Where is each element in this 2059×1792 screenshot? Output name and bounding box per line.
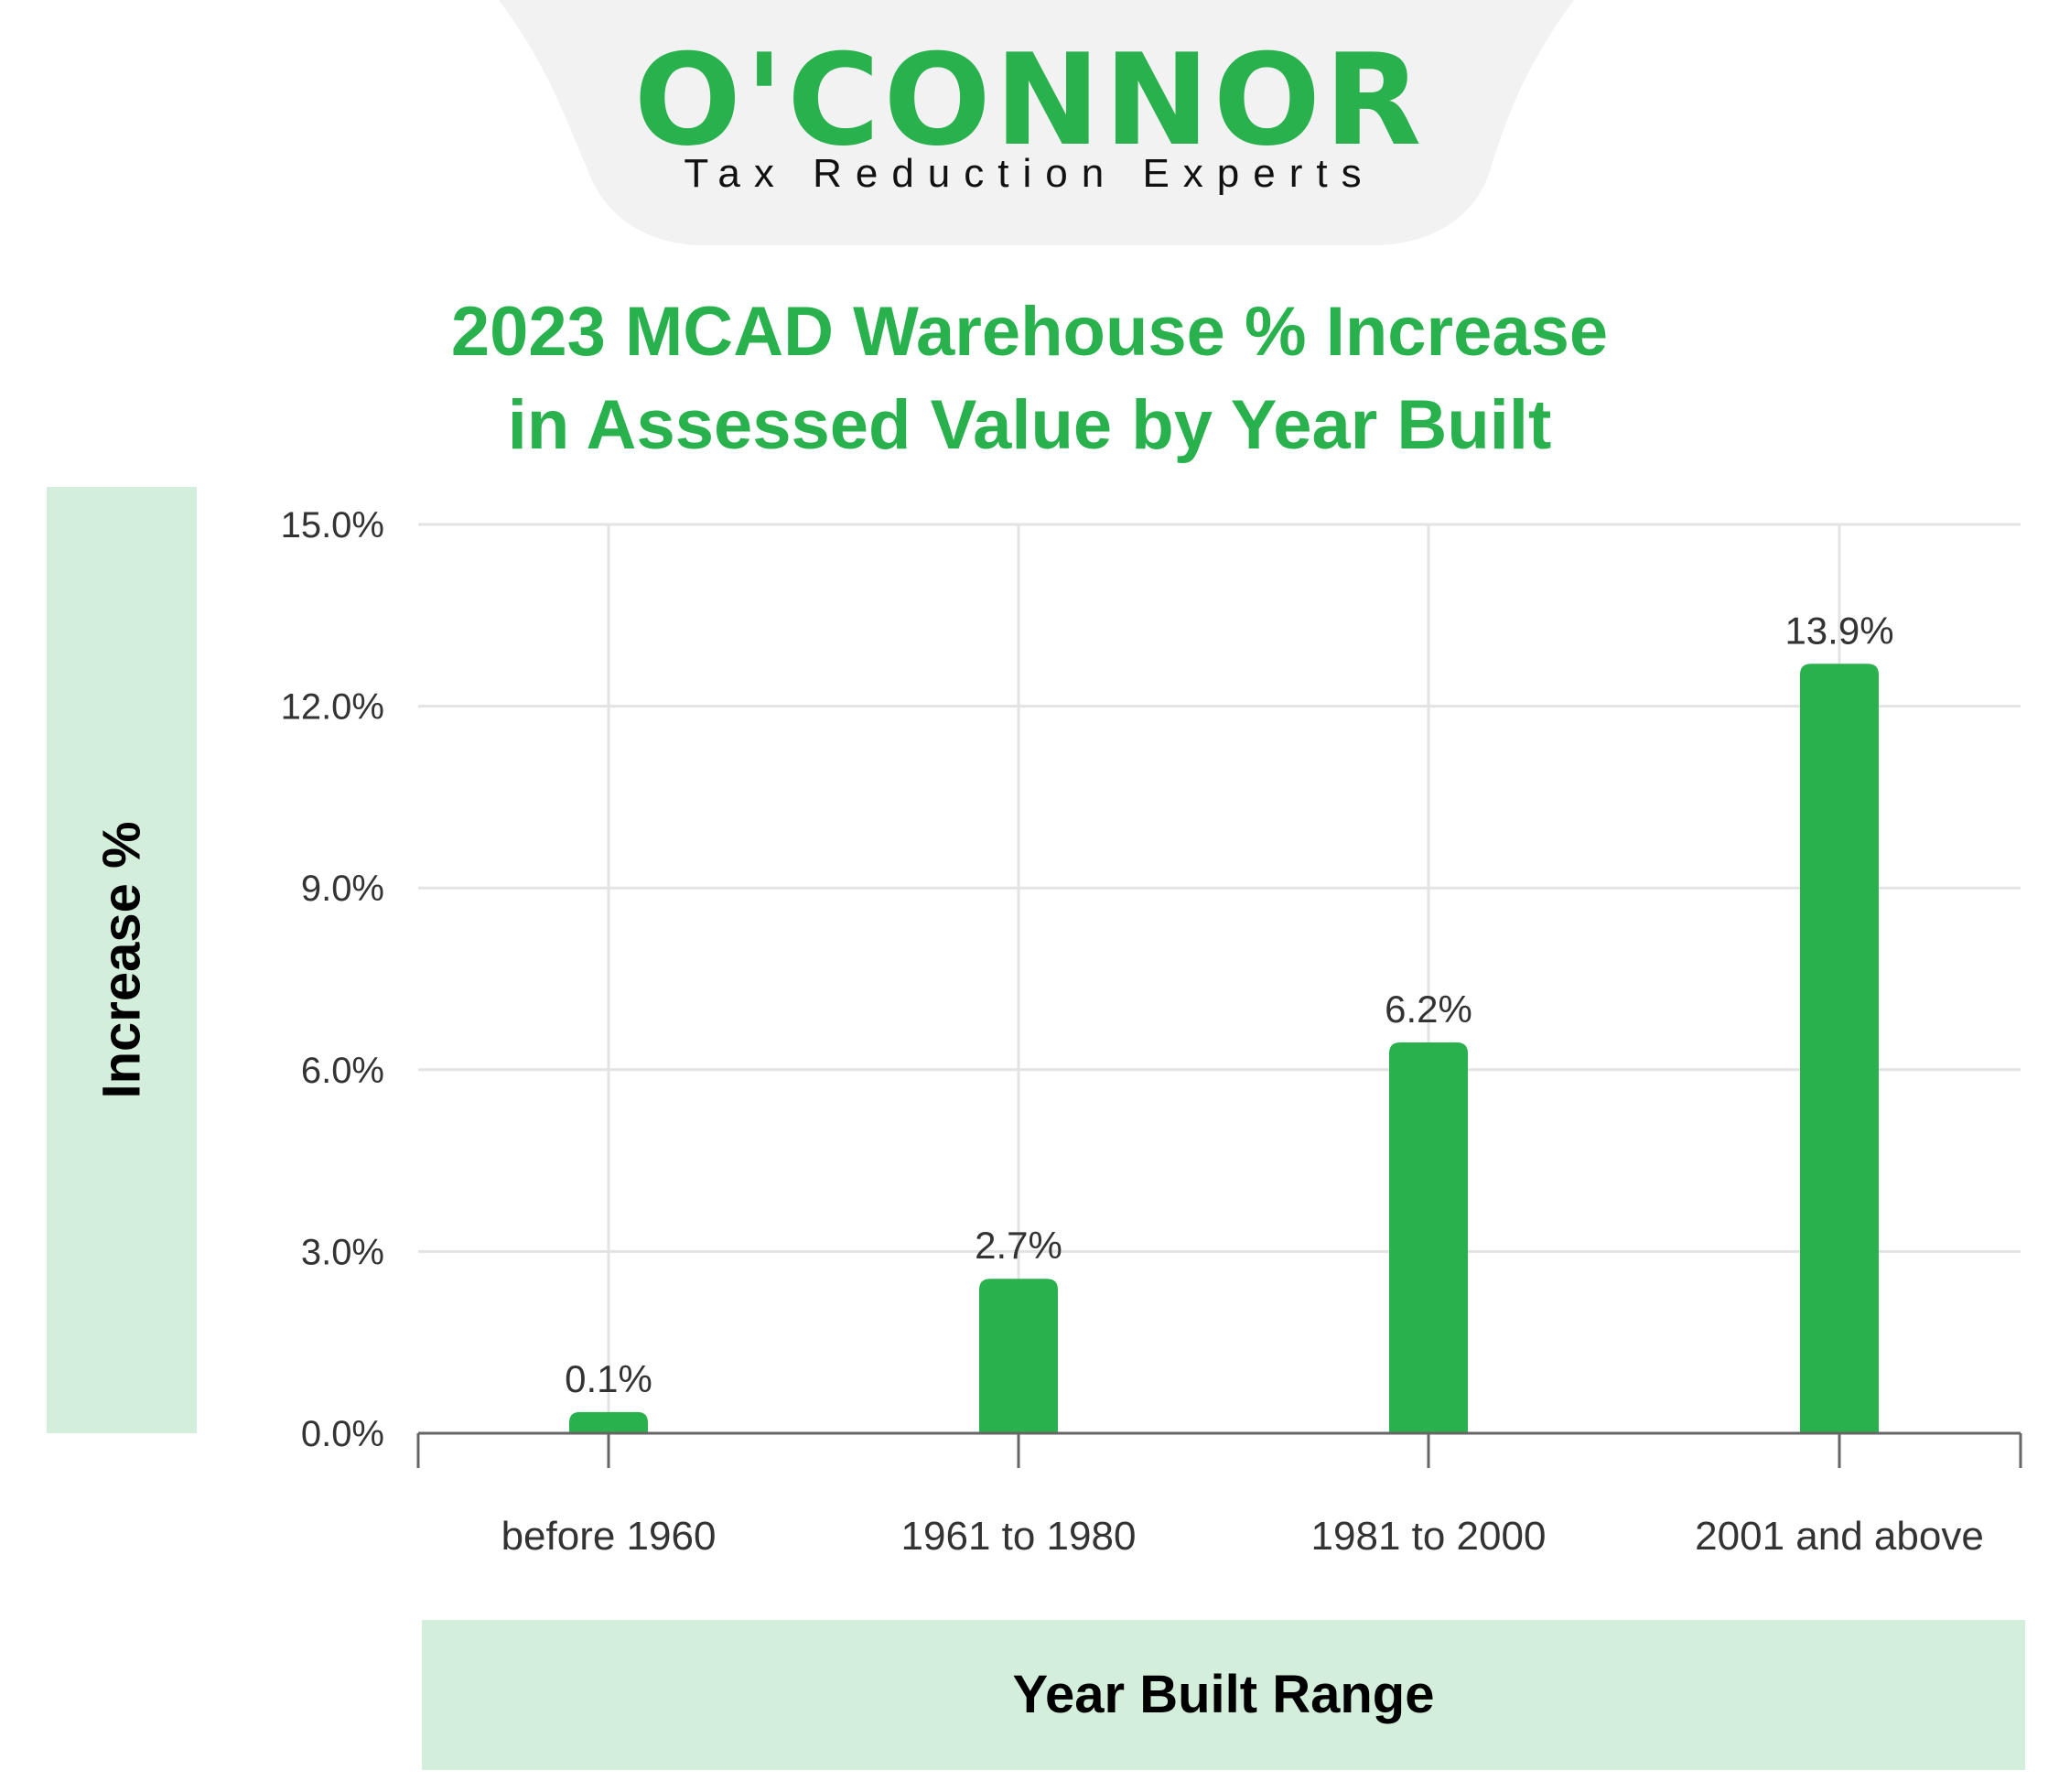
- header-tab: [499, 0, 1574, 245]
- bars: [569, 664, 1879, 1433]
- y-axis-label-panel: [47, 487, 197, 1433]
- labels: 0.0% 3.0% 6.0% 9.0% 12.0% 15.0% 0.1% 2.7% 6.2% 13…: [281, 505, 1984, 1559]
- chart-title-line-2: in Assessed Value by Year Built: [507, 386, 1552, 464]
- header-tab-shape: [499, 0, 1574, 245]
- bar-chart: 0.0% 3.0% 6.0% 9.0% 12.0% 15.0% 0.1% 2.7% 6.2% 13…: [281, 505, 2022, 1559]
- x-tick-label: 1961 to 1980: [901, 1514, 1137, 1559]
- x-axis: [416, 1431, 2022, 1468]
- chart-title: 2023 MCAD Warehouse % Increase in Assess…: [0, 286, 2059, 472]
- y-tick-label: 6.0%: [301, 1051, 384, 1091]
- x-axis-label: Year Built Range: [1012, 1665, 1435, 1724]
- chart-title-line-1: 2023 MCAD Warehouse % Increase: [450, 293, 1609, 371]
- bar: [1800, 664, 1879, 1433]
- x-axis-label-panel: [422, 1620, 2025, 1770]
- y-tick-label: 15.0%: [281, 505, 384, 545]
- y-tick-label: 0.0%: [301, 1414, 384, 1454]
- bar-value-label: 13.9%: [1784, 609, 1893, 652]
- brand-logo: O'CONNOR: [633, 27, 1426, 174]
- bar: [979, 1279, 1058, 1433]
- y-tick-label: 9.0%: [301, 869, 384, 909]
- grid-lines: [418, 523, 2021, 1433]
- y-tick-label: 3.0%: [301, 1232, 384, 1272]
- brand-tagline: Tax Reduction Experts: [684, 151, 1375, 196]
- bar-value-label: 2.7%: [975, 1224, 1062, 1267]
- y-tick-label: 12.0%: [281, 687, 384, 728]
- x-tick-label: 2001 and above: [1695, 1514, 1984, 1559]
- bar: [1389, 1042, 1468, 1433]
- x-tick-label: before 1960: [501, 1514, 717, 1559]
- bar-value-label: 0.1%: [565, 1357, 652, 1400]
- bar: [569, 1411, 648, 1433]
- bar-value-label: 6.2%: [1385, 988, 1472, 1031]
- x-tick-label: 1981 to 2000: [1311, 1514, 1547, 1559]
